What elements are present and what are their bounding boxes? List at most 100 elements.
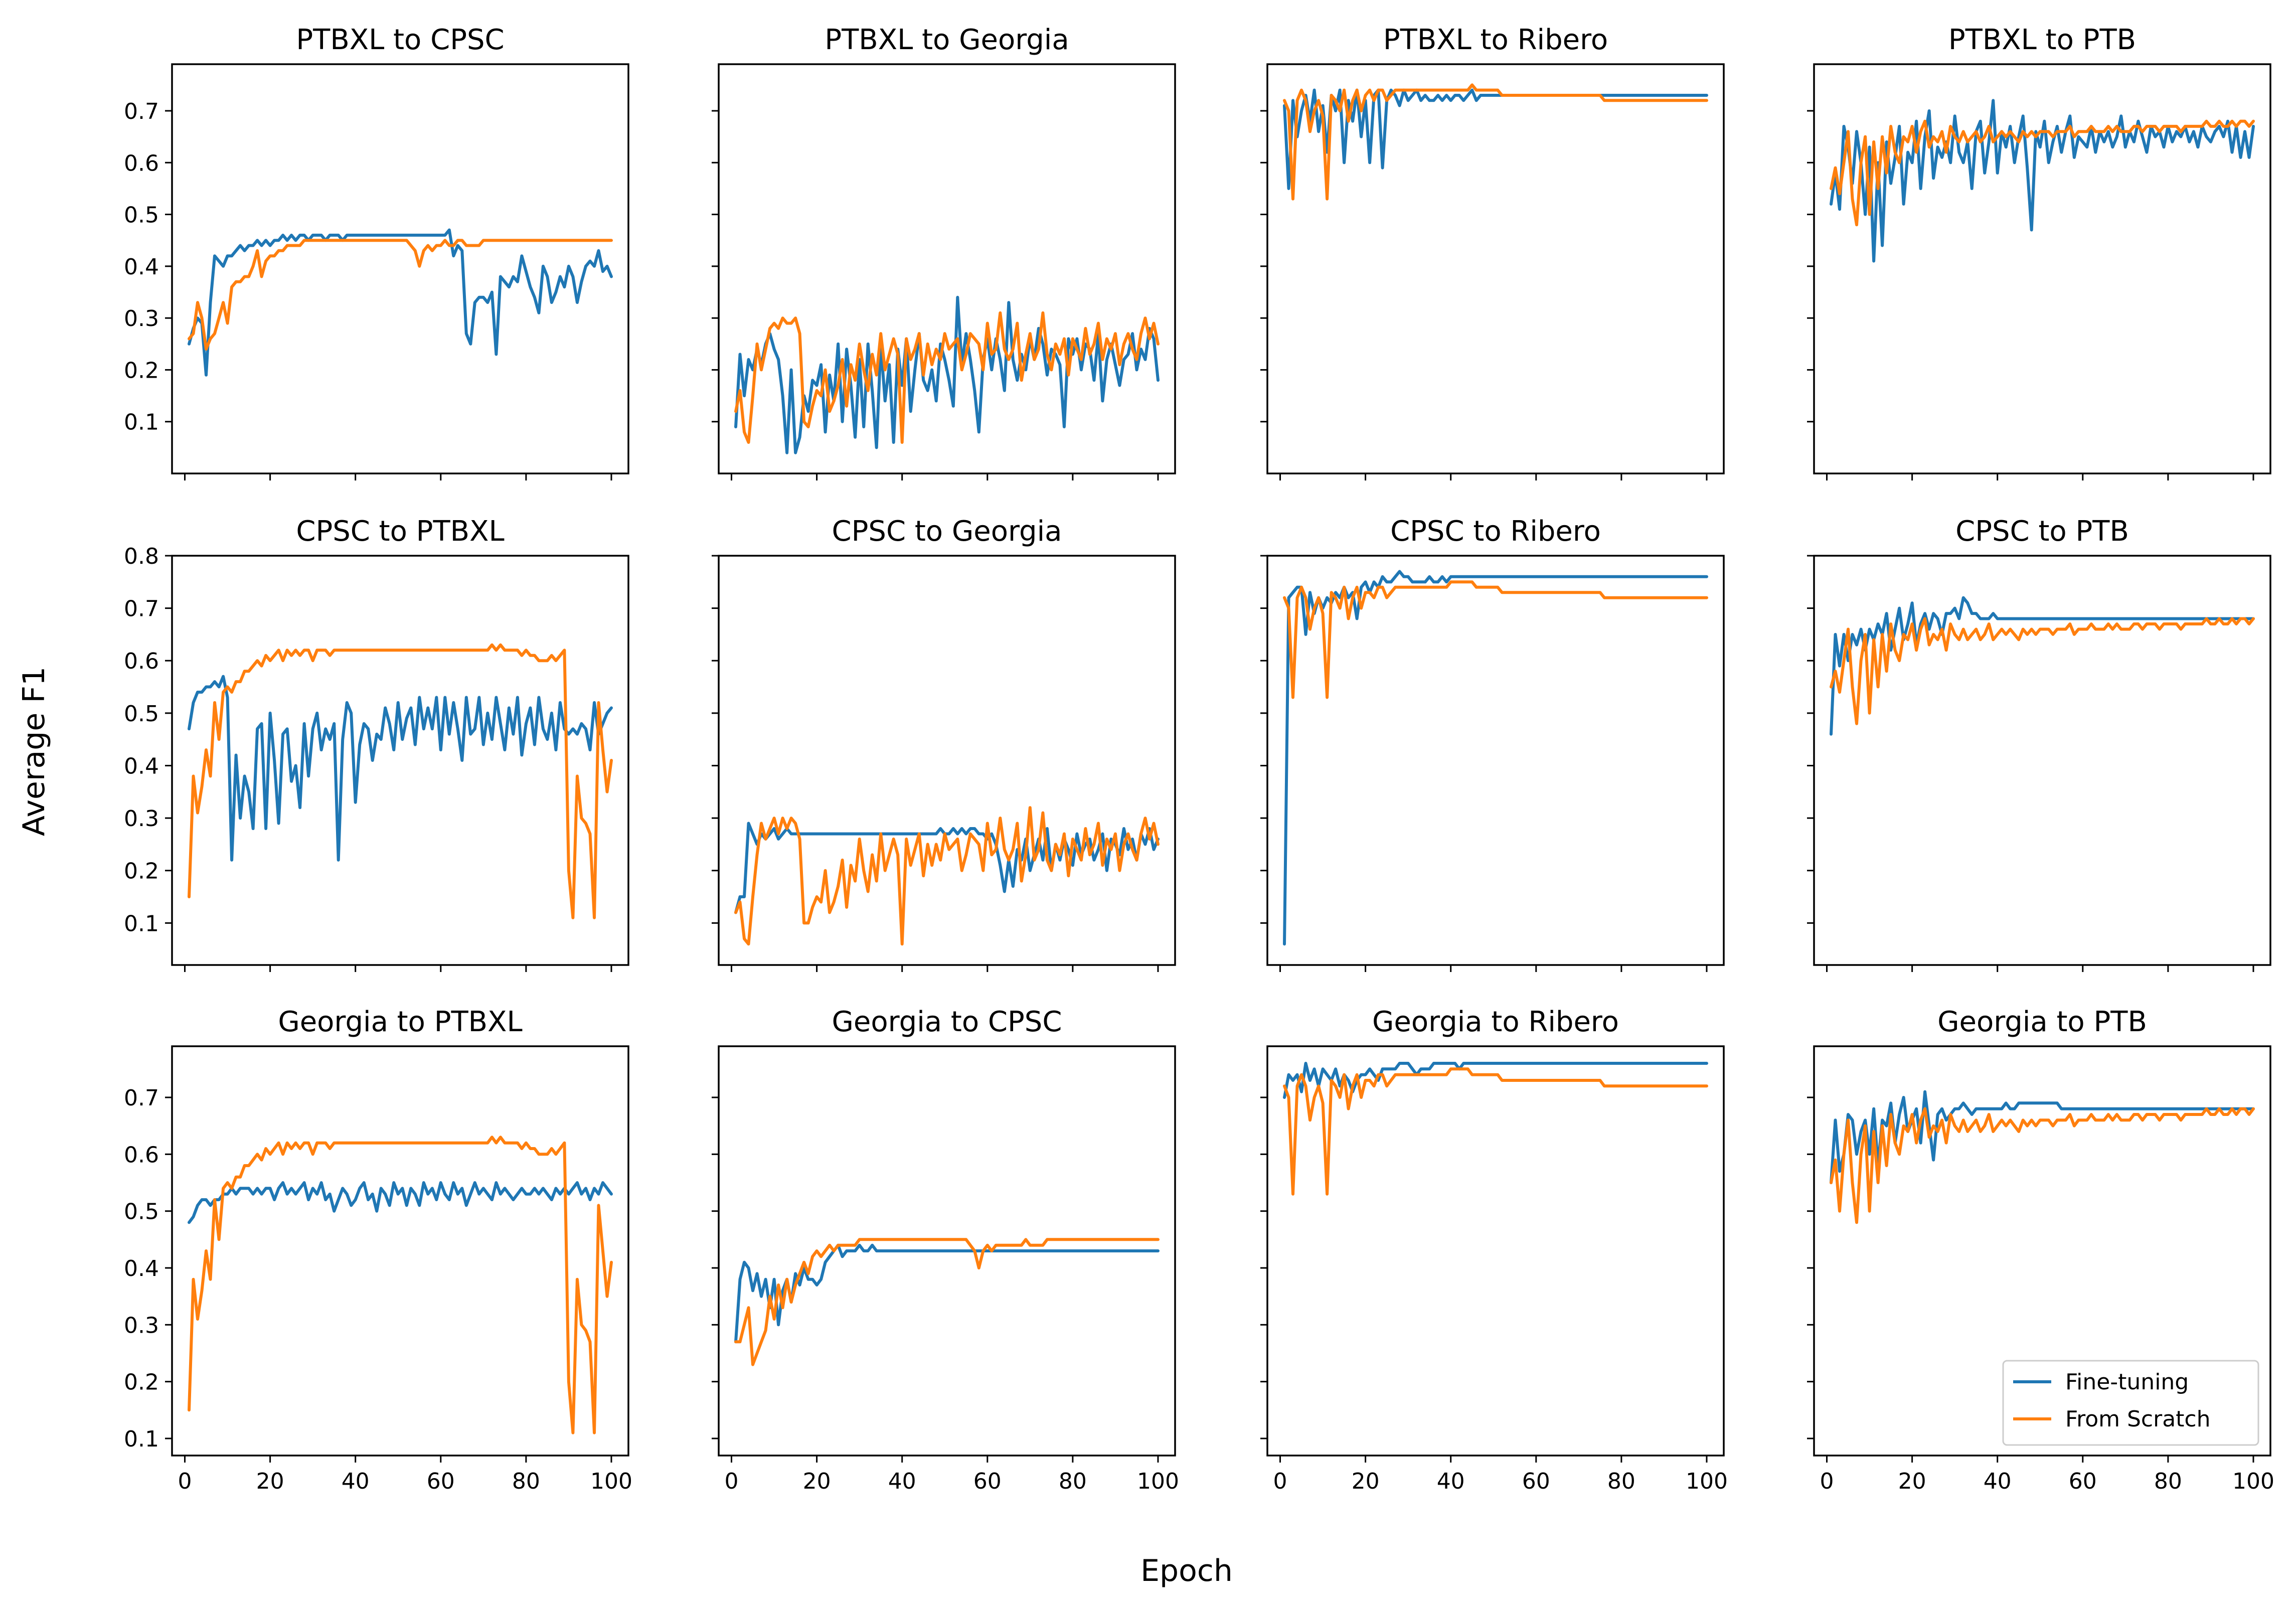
y-tick-label: 0.1 xyxy=(124,1426,159,1452)
x-tick-label: 20 xyxy=(1352,1469,1380,1494)
x-tick-label: 60 xyxy=(1522,1469,1550,1494)
panel-title: PTBXL to Georgia xyxy=(825,24,1069,56)
series-line-fine-tuning xyxy=(1283,570,1708,946)
x-tick-label: 0 xyxy=(1820,1469,1834,1494)
series-line-fine-tuning xyxy=(188,228,613,377)
legend-label-fine-tuning: Fine-tuning xyxy=(2065,1369,2189,1395)
series-line-from-scratch xyxy=(734,311,1160,444)
y-tick-label: 0.2 xyxy=(124,1370,159,1395)
panel-ptbxl-to-cpsc: PTBXL to CPSC 0.1 0.2 0.3 0.4 0.5 0.6 0.7 xyxy=(124,24,629,480)
panel-title: CPSC to Georgia xyxy=(832,515,1062,548)
series-line-from-scratch xyxy=(1283,1067,1708,1196)
series-line-from-scratch xyxy=(1283,83,1708,201)
y-tick-label: 0.5 xyxy=(124,1199,159,1225)
x-tick-label: 0 xyxy=(725,1469,739,1494)
panel-ptbxl-to-ptb: PTBXL to PTB xyxy=(1807,24,2271,480)
panel-cpsc-to-georgia: CPSC to Georgia xyxy=(712,515,1176,972)
panel-title: CPSC to Ribero xyxy=(1390,515,1601,548)
axes-frame xyxy=(1266,555,1725,966)
panel-title: Georgia to CPSC xyxy=(832,1006,1062,1038)
x-tick-label: 40 xyxy=(888,1469,916,1494)
y-tick-label: 0.7 xyxy=(124,99,159,124)
x-tick-label: 60 xyxy=(973,1469,1002,1494)
panel-title: Georgia to Ribero xyxy=(1372,1006,1619,1038)
panel-georgia-to-ribero: Georgia to Ribero 0 20 40 60 80 100 xyxy=(1260,1006,1728,1494)
series-line-from-scratch xyxy=(734,806,1160,946)
y-tick-label: 0.1 xyxy=(124,911,159,936)
series-line-fine-tuning xyxy=(734,1243,1160,1344)
series-line-fine-tuning xyxy=(1830,596,2255,736)
series-line-fine-tuning xyxy=(1283,1062,1708,1099)
y-tick-label: 0.1 xyxy=(124,410,159,435)
x-tick-label: 0 xyxy=(178,1469,192,1494)
axes-frame xyxy=(171,63,629,474)
legend-frame xyxy=(2002,1360,2259,1446)
series-line-from-scratch xyxy=(734,1238,1160,1366)
y-axis-label: Average F1 xyxy=(17,667,52,836)
series-line-fine-tuning xyxy=(188,675,613,862)
series-line-from-scratch xyxy=(188,643,613,919)
panel-title: Georgia to PTBXL xyxy=(278,1006,522,1038)
series-line-from-scratch xyxy=(188,1136,613,1434)
panel-title: CPSC to PTB xyxy=(1955,515,2129,548)
y-tick-label: 0.2 xyxy=(124,358,159,383)
panel-georgia-to-ptbxl: Georgia to PTBXL 0.1 0.2 0.3 0.4 0.5 0.6 0.7 0 20… xyxy=(124,1006,632,1494)
x-tick-label: 60 xyxy=(427,1469,455,1494)
series-line-fine-tuning xyxy=(1830,1090,2255,1184)
x-tick-label: 40 xyxy=(1437,1469,1465,1494)
x-tick-label: 60 xyxy=(2069,1469,2097,1494)
x-axis-label: Epoch xyxy=(1140,1553,1233,1588)
y-tick-label: 0.7 xyxy=(124,596,159,622)
panel-title: PTBXL to CPSC xyxy=(296,24,504,56)
axes-frame xyxy=(1266,1045,1725,1457)
series-line-from-scratch xyxy=(1830,1107,2255,1224)
x-tick-label: 40 xyxy=(1984,1469,2012,1494)
x-tick-label: 80 xyxy=(1607,1469,1635,1494)
axes-frame xyxy=(718,63,1176,474)
panel-cpsc-to-ptbxl: CPSC to PTBXL 0.1 0.2 0.3 0.4 0.5 0.6 0.7 0.8 xyxy=(124,515,629,972)
panel-cpsc-to-ptb: CPSC to PTB xyxy=(1807,515,2271,972)
y-tick-label: 0.6 xyxy=(124,649,159,674)
y-tick-label: 0.3 xyxy=(124,306,159,332)
x-tick-label: 20 xyxy=(1898,1469,1926,1494)
panel-title: PTBXL to PTB xyxy=(1948,24,2136,56)
x-tick-label: 0 xyxy=(1273,1469,1287,1494)
x-tick-label: 80 xyxy=(2154,1469,2182,1494)
series-line-fine-tuning xyxy=(188,1181,613,1224)
series-line-from-scratch xyxy=(1830,617,2255,725)
y-tick-label: 0.7 xyxy=(124,1085,159,1111)
y-tick-label: 0.6 xyxy=(124,150,159,176)
series-line-fine-tuning xyxy=(734,295,1160,454)
panel-georgia-to-cpsc: Georgia to CPSC 0 20 40 60 80 100 xyxy=(712,1006,1179,1494)
x-tick-label: 40 xyxy=(342,1469,370,1494)
series-line-from-scratch xyxy=(1283,580,1708,699)
y-tick-label: 0.3 xyxy=(124,806,159,832)
x-tick-label: 100 xyxy=(1686,1469,1728,1494)
axes-frame xyxy=(1813,63,2271,474)
panel-title: PTBXL to Ribero xyxy=(1383,24,1608,56)
x-tick-label: 20 xyxy=(256,1469,284,1494)
x-tick-label: 80 xyxy=(1059,1469,1087,1494)
x-tick-label: 80 xyxy=(512,1469,540,1494)
axes-frame xyxy=(171,555,629,966)
x-tick-label: 100 xyxy=(1137,1469,1179,1494)
axes-frame xyxy=(1813,555,2271,966)
y-tick-label: 0.6 xyxy=(124,1142,159,1168)
y-tick-label: 0.2 xyxy=(124,859,159,884)
x-tick-label: 100 xyxy=(590,1469,632,1494)
axes-frame xyxy=(718,1045,1176,1457)
y-tick-label: 0.5 xyxy=(124,701,159,727)
series-line-fine-tuning xyxy=(1283,88,1708,190)
panel-grid: PTBXL to CPSC0.10.20.30.40.50.60.7PTBXL … xyxy=(124,24,2274,1494)
y-tick-label: 0.5 xyxy=(124,203,159,228)
y-tick-label: 0.3 xyxy=(124,1313,159,1338)
series-line-from-scratch xyxy=(1830,119,2255,227)
panel-title: Georgia to PTB xyxy=(1937,1006,2147,1038)
series-line-fine-tuning xyxy=(1830,99,2255,263)
axes-frame xyxy=(718,555,1176,966)
panel-ptbxl-to-georgia: PTBXL to Georgia xyxy=(712,24,1176,480)
axes-frame xyxy=(1813,1045,2271,1457)
y-tick-label: 0.8 xyxy=(124,544,159,569)
series-line-from-scratch xyxy=(188,239,613,351)
panel-title: CPSC to PTBXL xyxy=(296,515,504,548)
